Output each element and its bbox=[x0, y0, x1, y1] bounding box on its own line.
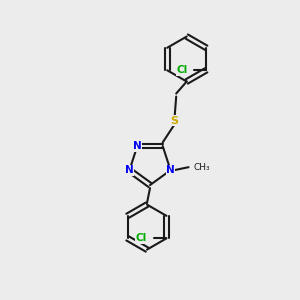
Text: N: N bbox=[125, 165, 134, 175]
Text: N: N bbox=[133, 141, 142, 151]
Text: CH₃: CH₃ bbox=[193, 163, 210, 172]
Text: N: N bbox=[166, 165, 175, 175]
Text: Cl: Cl bbox=[177, 65, 188, 75]
Text: S: S bbox=[171, 116, 179, 125]
Text: Cl: Cl bbox=[136, 233, 147, 243]
